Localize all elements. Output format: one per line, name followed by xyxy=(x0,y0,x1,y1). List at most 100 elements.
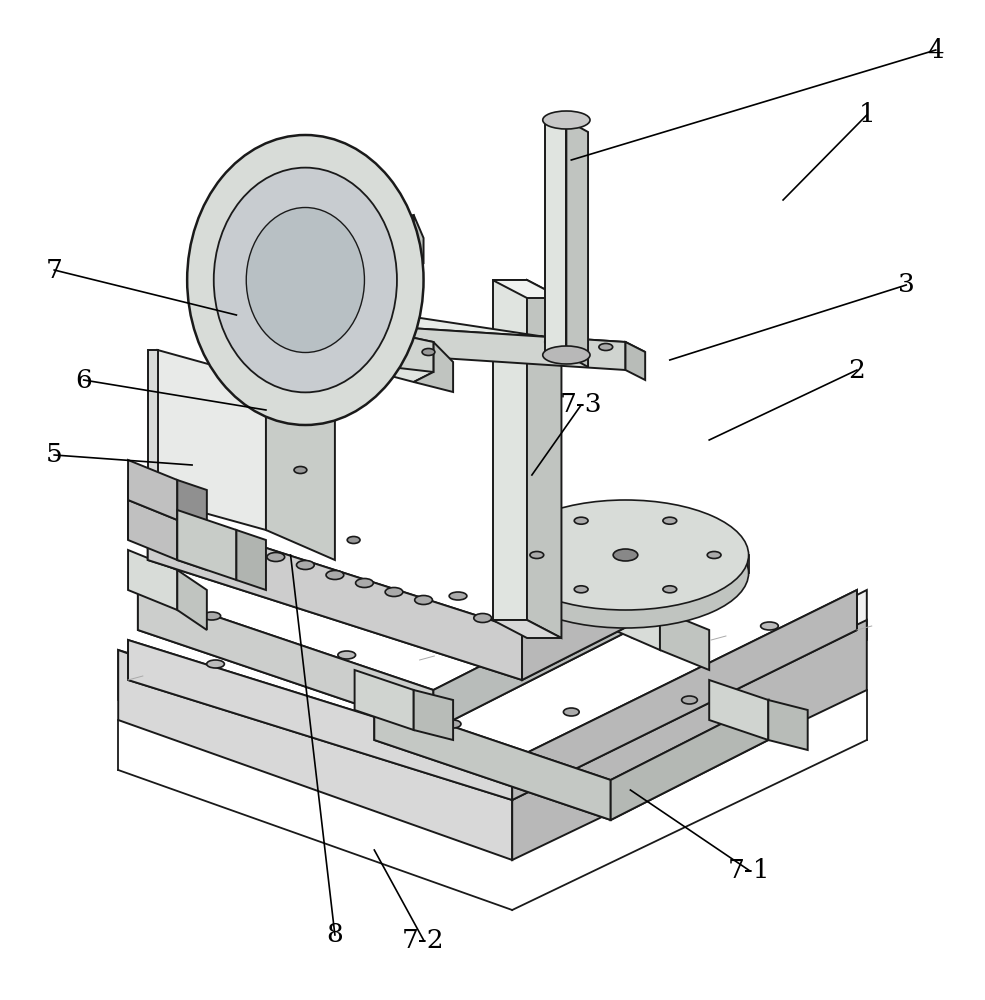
Polygon shape xyxy=(492,280,527,620)
Ellipse shape xyxy=(326,602,344,610)
Ellipse shape xyxy=(338,651,356,659)
Ellipse shape xyxy=(599,344,613,351)
Text: 6: 6 xyxy=(75,367,93,392)
Text: 1: 1 xyxy=(858,103,876,127)
Ellipse shape xyxy=(381,244,407,256)
Polygon shape xyxy=(768,700,808,750)
Ellipse shape xyxy=(187,135,424,425)
Text: 4: 4 xyxy=(927,37,945,62)
Polygon shape xyxy=(611,700,768,820)
Ellipse shape xyxy=(545,338,558,346)
Ellipse shape xyxy=(502,518,749,628)
Ellipse shape xyxy=(356,578,373,587)
Ellipse shape xyxy=(543,111,590,129)
Ellipse shape xyxy=(381,314,407,326)
Ellipse shape xyxy=(663,517,677,524)
Polygon shape xyxy=(381,250,394,320)
Ellipse shape xyxy=(663,586,677,593)
Polygon shape xyxy=(374,700,768,820)
Ellipse shape xyxy=(563,708,579,716)
Polygon shape xyxy=(364,215,424,263)
Ellipse shape xyxy=(295,466,307,474)
Ellipse shape xyxy=(246,208,364,353)
Ellipse shape xyxy=(449,592,467,600)
Ellipse shape xyxy=(707,552,721,558)
Polygon shape xyxy=(394,317,645,352)
Polygon shape xyxy=(433,590,630,730)
Ellipse shape xyxy=(267,552,285,562)
Ellipse shape xyxy=(682,696,697,704)
Polygon shape xyxy=(414,690,453,740)
Ellipse shape xyxy=(415,595,432,604)
Polygon shape xyxy=(118,590,867,820)
Ellipse shape xyxy=(423,349,435,356)
Ellipse shape xyxy=(348,536,361,544)
Polygon shape xyxy=(158,350,266,530)
Polygon shape xyxy=(128,550,177,610)
Polygon shape xyxy=(492,280,561,298)
Polygon shape xyxy=(330,332,350,367)
Polygon shape xyxy=(492,620,561,638)
Ellipse shape xyxy=(577,548,590,554)
Polygon shape xyxy=(177,480,207,530)
Polygon shape xyxy=(625,342,645,380)
Ellipse shape xyxy=(629,631,647,639)
Polygon shape xyxy=(266,380,335,560)
Polygon shape xyxy=(177,510,236,580)
Polygon shape xyxy=(394,250,407,327)
Ellipse shape xyxy=(574,586,588,593)
Ellipse shape xyxy=(237,542,255,552)
Ellipse shape xyxy=(385,587,403,596)
Ellipse shape xyxy=(613,549,638,561)
Ellipse shape xyxy=(760,622,778,630)
Polygon shape xyxy=(128,590,857,800)
Ellipse shape xyxy=(296,560,314,570)
Polygon shape xyxy=(512,590,857,800)
Ellipse shape xyxy=(548,584,565,592)
Polygon shape xyxy=(394,327,625,370)
Text: 7-2: 7-2 xyxy=(402,928,445,952)
Ellipse shape xyxy=(197,536,211,544)
Ellipse shape xyxy=(484,641,501,649)
Polygon shape xyxy=(177,570,207,630)
Ellipse shape xyxy=(445,720,461,728)
Polygon shape xyxy=(374,700,611,820)
Polygon shape xyxy=(566,120,588,367)
Polygon shape xyxy=(709,680,768,740)
Polygon shape xyxy=(118,650,512,860)
Polygon shape xyxy=(522,530,719,680)
Polygon shape xyxy=(128,640,512,800)
Ellipse shape xyxy=(530,552,544,558)
Text: 7-1: 7-1 xyxy=(727,857,770,882)
Text: 8: 8 xyxy=(326,922,344,948)
Polygon shape xyxy=(355,670,414,730)
Polygon shape xyxy=(591,580,660,650)
Ellipse shape xyxy=(543,346,590,364)
Text: 5: 5 xyxy=(45,442,63,468)
Polygon shape xyxy=(545,120,566,355)
Polygon shape xyxy=(330,320,433,372)
Polygon shape xyxy=(138,590,630,730)
Polygon shape xyxy=(512,620,867,860)
Polygon shape xyxy=(527,280,561,638)
Ellipse shape xyxy=(574,517,588,524)
Text: 3: 3 xyxy=(897,272,915,298)
Ellipse shape xyxy=(632,536,645,542)
Polygon shape xyxy=(660,610,709,670)
Ellipse shape xyxy=(207,660,225,668)
Polygon shape xyxy=(148,510,522,680)
Polygon shape xyxy=(286,205,414,250)
Text: 7-3: 7-3 xyxy=(559,392,603,418)
Ellipse shape xyxy=(474,613,492,622)
Polygon shape xyxy=(138,590,433,730)
Ellipse shape xyxy=(326,570,344,580)
Ellipse shape xyxy=(203,612,221,620)
Ellipse shape xyxy=(214,168,397,392)
Text: 7: 7 xyxy=(45,257,63,282)
Polygon shape xyxy=(148,350,158,500)
Polygon shape xyxy=(330,320,433,382)
Polygon shape xyxy=(128,460,177,520)
Polygon shape xyxy=(414,342,453,392)
Polygon shape xyxy=(148,510,719,680)
Polygon shape xyxy=(177,520,207,570)
